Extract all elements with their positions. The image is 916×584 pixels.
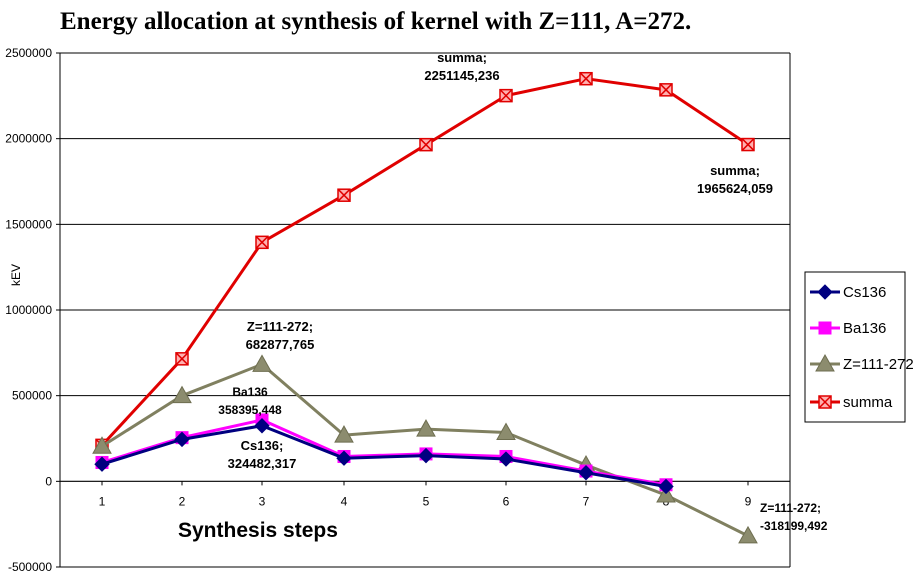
x-tick-label: 2: [179, 494, 186, 508]
data-point: [92, 436, 112, 454]
x-tick-label: 6: [503, 494, 510, 508]
data-point: [496, 422, 516, 441]
legend-entry: summa: [810, 394, 893, 411]
data-point: [175, 352, 189, 366]
data-point: [94, 456, 110, 472]
x-tick-label: 3: [259, 494, 266, 508]
legend-marker: [815, 353, 835, 372]
x-axis-label: Synthesis steps: [178, 519, 338, 542]
data-point: [498, 451, 514, 467]
y-tick-label: 1000000: [5, 303, 52, 317]
chart-title: Energy allocation at synthesis of kernel…: [60, 8, 691, 35]
series-cs136: [94, 418, 674, 495]
data-point: [579, 71, 593, 86]
x-tick-label: 9: [745, 494, 752, 508]
data-point: [416, 419, 436, 437]
data-label: Cs136; 324482,317: [228, 438, 297, 471]
legend-marker: [818, 395, 832, 409]
legend-entry: Cs136: [810, 284, 886, 301]
data-point: [172, 385, 192, 404]
data-label: summa; 2251145,236: [424, 50, 499, 83]
data-point: [419, 137, 433, 152]
legend-entry: Ba136: [810, 320, 886, 337]
x-tick-label: 5: [423, 494, 430, 508]
data-point: [741, 137, 755, 152]
series-line: [101, 418, 667, 487]
data-label: summa; 1965624,059: [697, 163, 773, 196]
y-tick-label: -500000: [8, 560, 52, 574]
series-summa: [95, 71, 755, 453]
x-tick-label: 1: [99, 494, 106, 508]
y-tick-label: 1500000: [5, 217, 52, 231]
y-tick-label: 0: [45, 474, 52, 488]
data-point: [336, 450, 352, 466]
data-point: [499, 88, 513, 103]
data-point: [174, 431, 190, 448]
data-point: [334, 425, 354, 443]
data-point: [658, 478, 674, 495]
legend-marker: [817, 284, 833, 300]
legend-entry: Z=111-272: [810, 353, 914, 373]
legend-label: summa: [843, 394, 893, 411]
y-tick-label: 500000: [12, 389, 52, 403]
x-tick-label: 4: [341, 494, 348, 508]
legend-label: Z=111-272: [843, 356, 914, 373]
data-point: [337, 188, 351, 202]
data-label: Ba136 358395,448: [218, 385, 282, 417]
y-axis-label: kEV: [9, 264, 23, 286]
data-point: [659, 83, 673, 97]
data-label: Z=111-272; -318199,492: [760, 501, 828, 533]
legend-label: Ba136: [843, 320, 886, 337]
data-point: [578, 465, 594, 481]
y-tick-label: 2500000: [5, 46, 52, 60]
data-point: [738, 525, 758, 544]
data-point: [418, 447, 434, 464]
data-point: [252, 354, 272, 372]
series-line: [101, 424, 667, 488]
x-tick-label: 7: [583, 494, 590, 508]
data-point: [255, 235, 269, 250]
legend-marker: [818, 321, 832, 335]
legend-label: Cs136: [843, 284, 886, 301]
y-tick-label: 2000000: [5, 132, 52, 146]
data-point: [254, 418, 270, 434]
data-label: Z=111-272; 682877,765: [246, 319, 315, 352]
